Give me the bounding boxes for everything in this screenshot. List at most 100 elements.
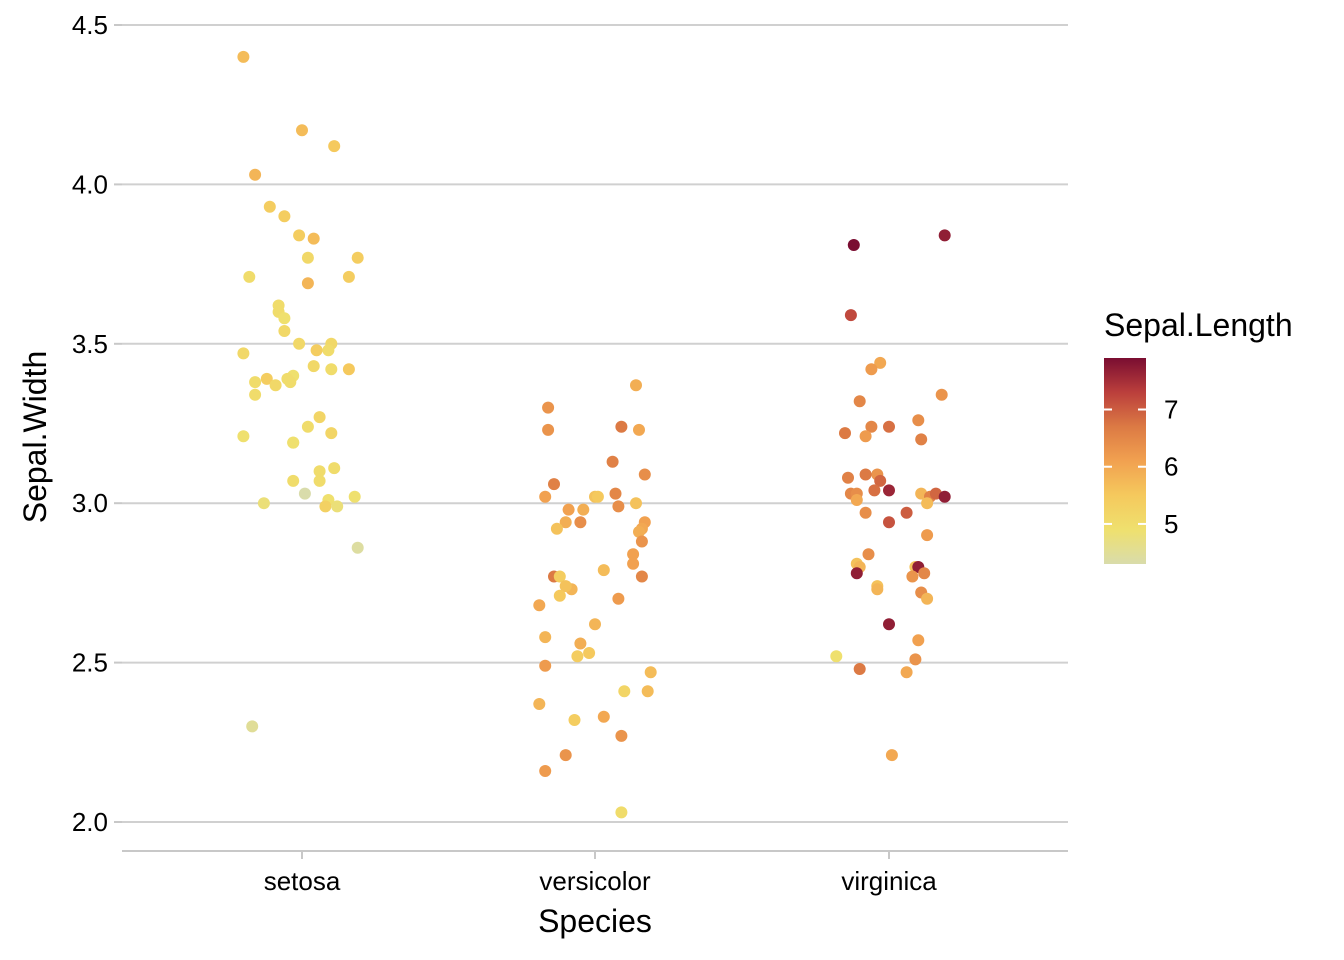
data-point (319, 500, 332, 513)
data-point (325, 427, 338, 440)
data-point (644, 666, 657, 679)
data-point (900, 666, 913, 679)
y-axis-title: Sepal.Width (17, 351, 53, 524)
data-point (853, 395, 866, 408)
data-point (912, 414, 925, 427)
data-point (612, 500, 625, 513)
data-point (630, 497, 642, 510)
data-point (859, 506, 872, 519)
data-point (606, 455, 619, 468)
data-point (257, 497, 270, 510)
data-point (591, 490, 604, 503)
data-point (853, 663, 866, 675)
data-point (263, 200, 276, 213)
data-point (539, 490, 552, 503)
legend-tick-label: 7 (1164, 395, 1178, 425)
data-point (635, 570, 648, 583)
data-point (325, 363, 338, 376)
data-point (533, 698, 546, 710)
data-point (921, 497, 934, 510)
data-point (859, 468, 872, 481)
data-point (310, 344, 323, 357)
data-point (874, 356, 887, 369)
data-point (562, 503, 575, 516)
legend-title: Sepal.Length (1104, 307, 1293, 343)
data-point (296, 124, 308, 137)
data-point (630, 379, 642, 392)
data-point (912, 634, 925, 647)
data-point (938, 229, 951, 242)
data-point (237, 50, 250, 63)
data-point (542, 423, 555, 436)
data-point (249, 388, 262, 401)
data-point (597, 564, 610, 577)
data-point (633, 423, 645, 436)
data-point (615, 420, 628, 433)
data-point (865, 363, 878, 376)
data-point (237, 430, 250, 443)
data-point (301, 420, 314, 433)
data-point (328, 140, 341, 153)
legend-colorbar (1104, 358, 1146, 564)
data-point (850, 567, 863, 580)
data-point (313, 465, 326, 478)
data-point (918, 567, 931, 580)
data-point (844, 309, 857, 322)
data-point (293, 229, 306, 242)
data-point (287, 436, 300, 449)
data-point (571, 650, 584, 663)
data-point (301, 277, 314, 290)
data-point (597, 710, 610, 723)
data-point (533, 599, 546, 612)
data-point (293, 337, 306, 350)
data-point (883, 420, 895, 433)
data-point (627, 557, 640, 570)
data-point (921, 529, 934, 542)
data-point (633, 525, 645, 538)
data-point (249, 168, 262, 181)
data-point (559, 749, 572, 762)
data-point (237, 347, 250, 360)
data-point (287, 474, 300, 487)
data-point (278, 325, 291, 337)
data-point (313, 474, 326, 487)
data-point (284, 376, 297, 389)
data-point (298, 487, 311, 500)
data-point (915, 433, 928, 446)
data-point (868, 484, 881, 497)
data-point (568, 714, 581, 726)
data-point (618, 685, 631, 698)
data-point (559, 580, 572, 593)
data-point (883, 484, 895, 497)
data-point (351, 251, 364, 264)
data-point (900, 506, 913, 519)
data-point (539, 659, 552, 672)
data-point (246, 720, 259, 733)
data-point (574, 516, 587, 529)
data-point (553, 570, 566, 583)
data-point (839, 427, 851, 440)
data-point (331, 500, 344, 513)
data-points (237, 50, 951, 819)
data-point (307, 232, 320, 245)
data-point (862, 548, 875, 561)
data-point (850, 494, 863, 506)
data-point (539, 765, 552, 777)
axes: 2.0 2.5 3.0 3.5 4.0 4.5 setosa versicolor virgin… (72, 10, 1068, 896)
data-point (871, 583, 884, 596)
data-point (909, 653, 922, 666)
data-point (301, 251, 314, 264)
data-point (278, 210, 291, 223)
data-point (328, 462, 341, 475)
data-point (842, 471, 854, 484)
data-point (348, 490, 361, 503)
data-point (635, 535, 648, 548)
data-point (589, 618, 601, 631)
grid-lines (122, 24, 1068, 823)
data-point (612, 592, 625, 605)
data-point (874, 474, 887, 487)
data-point (313, 411, 326, 424)
data-point (883, 618, 895, 631)
data-point (249, 376, 262, 389)
